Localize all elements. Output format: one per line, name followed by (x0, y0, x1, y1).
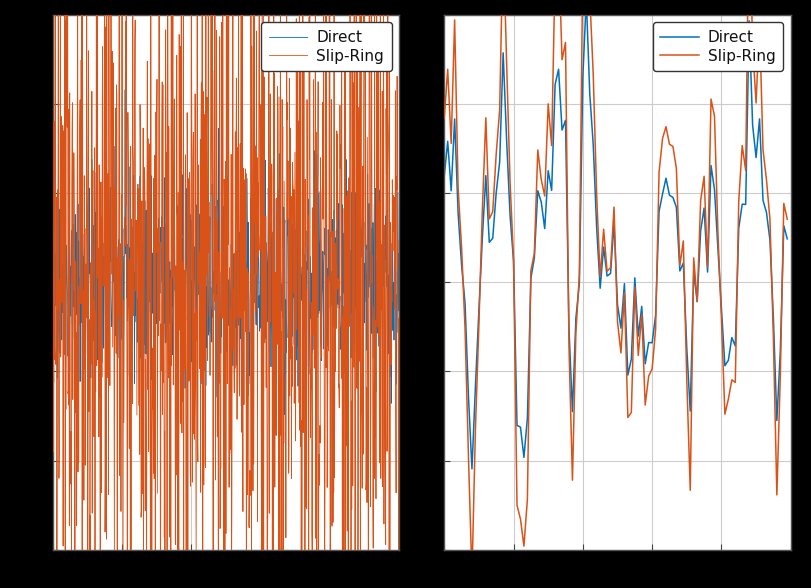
Direct (581, 0, 591, 2)
Direct (84, 296, 93, 303)
Line: Slip-Ring: Slip-Ring (444, 0, 787, 576)
Direct (467, 465, 477, 472)
Direct (120, 86, 130, 93)
Direct (394, 250, 404, 257)
Direct (319, 345, 328, 352)
Slip-Ring (286, 193, 296, 200)
Direct (650, 312, 660, 319)
Direct (623, 372, 633, 379)
Legend: Direct, Slip-Ring: Direct, Slip-Ring (261, 22, 392, 71)
Direct (324, 277, 334, 284)
Line: Slip-Ring: Slip-Ring (53, 0, 399, 588)
Legend: Direct, Slip-Ring: Direct, Slip-Ring (653, 22, 783, 71)
Direct (188, 332, 198, 339)
Slip-Ring (772, 492, 782, 499)
Slip-Ring (48, 230, 58, 238)
Slip-Ring (650, 326, 660, 333)
Direct (772, 417, 782, 424)
Slip-Ring (84, 208, 93, 215)
Direct (522, 415, 532, 422)
Direct (783, 235, 792, 242)
Direct (139, 440, 148, 447)
Slip-Ring (440, 115, 449, 122)
Slip-Ring (762, 176, 771, 183)
Slip-Ring (319, 111, 328, 118)
Line: Direct: Direct (53, 90, 399, 444)
Slip-Ring (324, 75, 334, 82)
Slip-Ring (188, 129, 198, 136)
Slip-Ring (508, 255, 518, 262)
Line: Direct: Direct (444, 0, 787, 469)
Direct (48, 254, 58, 261)
Direct (201, 382, 211, 389)
Slip-Ring (623, 414, 633, 421)
Slip-Ring (522, 496, 532, 503)
Direct (440, 172, 449, 179)
Slip-Ring (783, 216, 792, 223)
Direct (762, 209, 771, 216)
Slip-Ring (394, 315, 404, 322)
Direct (286, 243, 296, 250)
Direct (508, 258, 518, 265)
Slip-Ring (467, 573, 477, 580)
